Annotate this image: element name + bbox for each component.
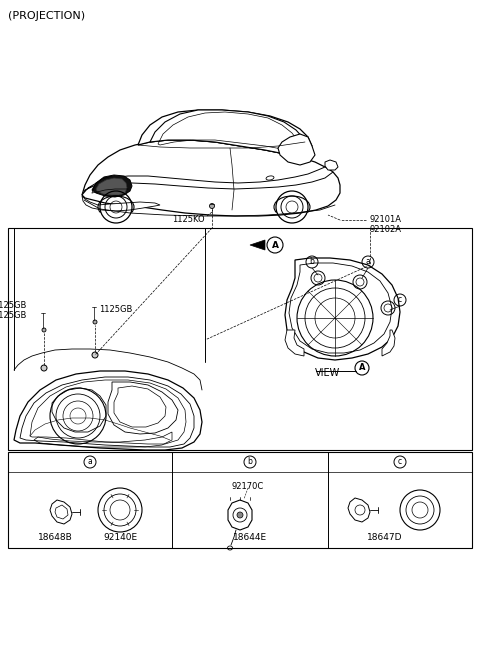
Circle shape: [42, 328, 46, 332]
Polygon shape: [14, 371, 202, 450]
Polygon shape: [285, 330, 304, 356]
Text: c: c: [398, 457, 402, 467]
Text: VIEW: VIEW: [315, 368, 340, 378]
Circle shape: [209, 203, 215, 208]
Polygon shape: [250, 240, 265, 250]
Text: 92170C: 92170C: [232, 482, 264, 491]
Text: 92101A
92102A: 92101A 92102A: [370, 215, 402, 234]
Text: 18644E: 18644E: [233, 533, 267, 542]
Polygon shape: [50, 500, 72, 524]
Text: c: c: [398, 295, 402, 305]
Polygon shape: [82, 167, 333, 195]
Text: 1125GB: 1125GB: [0, 301, 26, 311]
Polygon shape: [82, 140, 340, 216]
Circle shape: [93, 320, 97, 324]
Text: b: b: [310, 258, 314, 266]
Text: 18648B: 18648B: [37, 533, 72, 542]
Polygon shape: [92, 175, 132, 197]
Text: a: a: [88, 457, 92, 467]
Circle shape: [92, 352, 98, 358]
Circle shape: [237, 512, 243, 518]
Polygon shape: [96, 178, 127, 195]
Text: 1125GB: 1125GB: [99, 305, 132, 313]
Text: 18647D: 18647D: [367, 533, 403, 542]
Polygon shape: [82, 196, 160, 211]
Text: A: A: [359, 363, 365, 373]
Bar: [8, 452, 472, 548]
Text: 1125GB: 1125GB: [0, 311, 26, 321]
Polygon shape: [325, 160, 338, 170]
Polygon shape: [382, 330, 395, 356]
Polygon shape: [285, 258, 400, 360]
Bar: [8, 228, 472, 450]
Text: A: A: [272, 240, 278, 250]
Polygon shape: [150, 110, 308, 154]
Polygon shape: [228, 500, 252, 530]
Text: (PROJECTION): (PROJECTION): [8, 11, 85, 21]
Circle shape: [41, 365, 47, 371]
Polygon shape: [138, 110, 312, 158]
Text: 92140E: 92140E: [103, 533, 137, 542]
Text: b: b: [248, 457, 252, 467]
Text: a: a: [366, 258, 371, 266]
Polygon shape: [348, 498, 370, 522]
Polygon shape: [278, 134, 315, 165]
Text: 1125KO: 1125KO: [172, 215, 205, 224]
